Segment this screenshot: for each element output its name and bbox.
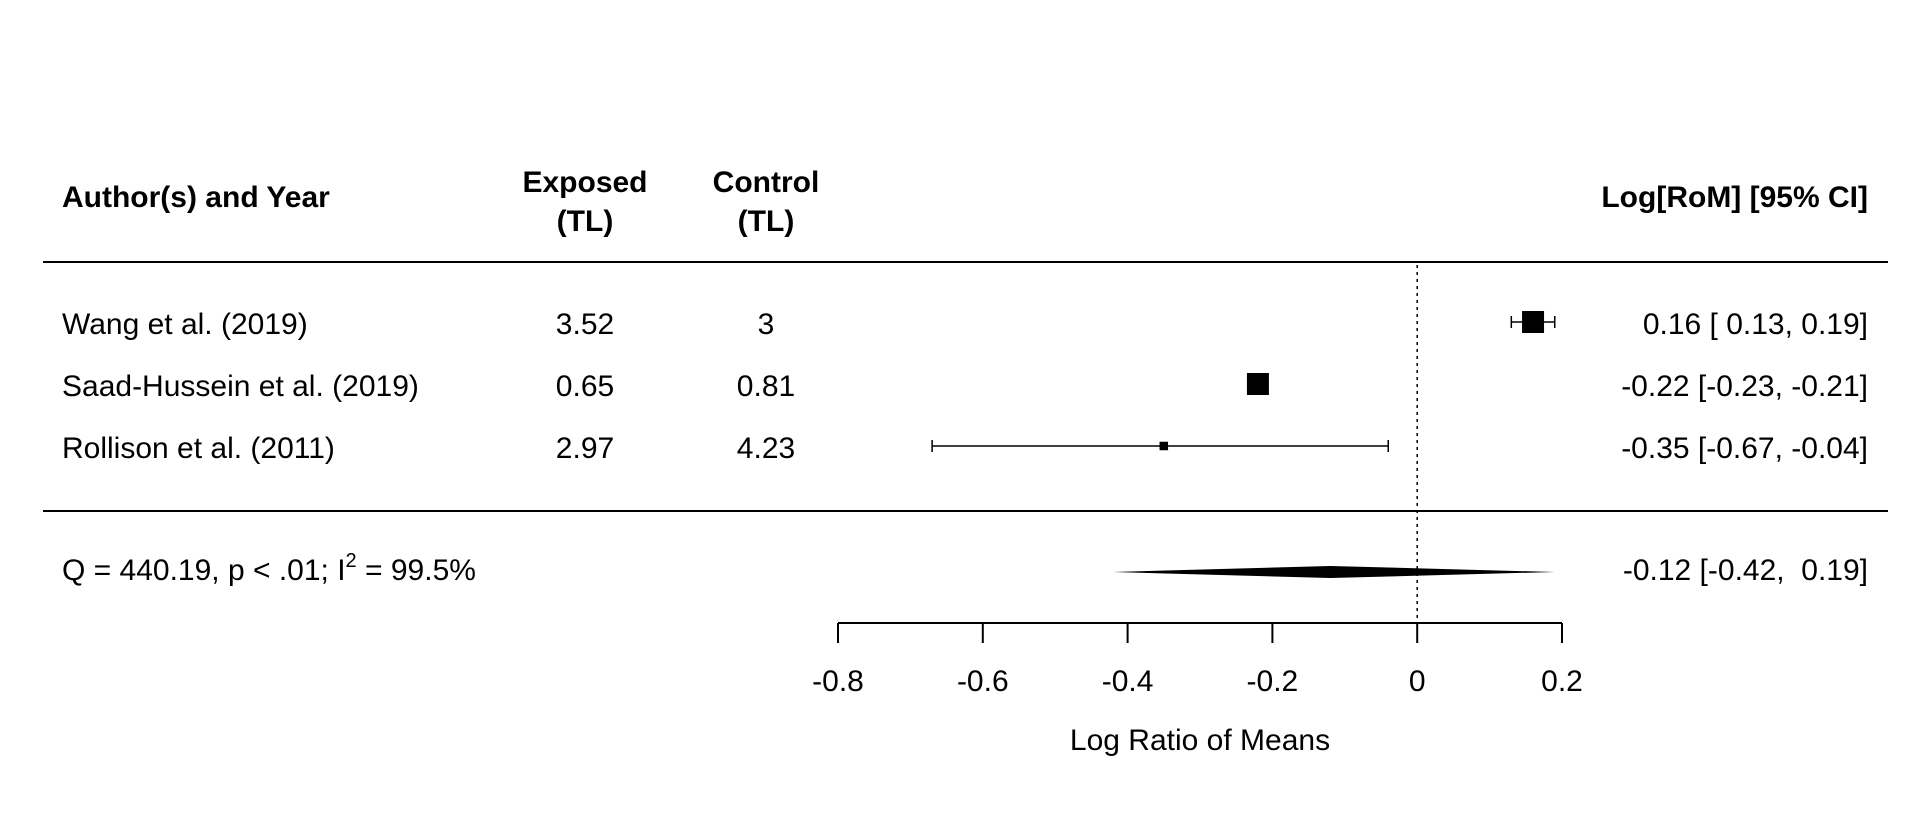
point-estimate-square — [1159, 441, 1169, 451]
header-exposed-line1: Exposed — [522, 166, 647, 199]
header-control-line2: (TL) — [738, 205, 795, 238]
header-exposed-line2: (TL) — [557, 205, 614, 238]
x-axis: -0.8 -0.6 -0.4 -0.2 0 0.2 — [812, 622, 1583, 698]
x-axis-label: Log Ratio of Means — [1070, 724, 1330, 757]
study-ci-text: -0.35 [-0.67, -0.04] — [1621, 432, 1868, 465]
study-name: Rollison et al. (2011) — [62, 432, 335, 465]
header-effect: Log[RoM] [95% CI] — [1601, 181, 1868, 214]
pooled-diamond — [1113, 566, 1555, 578]
control-value: 4.23 — [737, 432, 795, 465]
study-rows: Wang et al. (2019) 3.52 3 0.16 [ 0.13, 0.19… — [62, 308, 1868, 465]
x-tick-label: -0.8 — [812, 665, 864, 698]
control-value: 3 — [758, 308, 775, 341]
study-ci-text: 0.16 [ 0.13, 0.19] — [1643, 308, 1868, 341]
heterogeneity-stats: Q = 440.19, p < .01; I2 = 99.5% — [62, 550, 476, 587]
study-ci-text: -0.22 [-0.23, -0.21] — [1621, 370, 1868, 403]
header-control-line1: Control — [713, 166, 820, 199]
exposed-value: 0.65 — [556, 370, 614, 403]
heterogeneity-prefix: Q = 440.19, p < .01; I — [62, 554, 346, 587]
x-tick-label: -0.6 — [957, 665, 1009, 698]
x-tick-label: 0.2 — [1541, 665, 1583, 698]
x-tick-label: 0 — [1409, 665, 1426, 698]
heterogeneity-suffix: = 99.5% — [357, 554, 476, 587]
x-tick-label: -0.4 — [1102, 665, 1154, 698]
exposed-value: 2.97 — [556, 432, 614, 465]
plot-marks — [931, 265, 1556, 623]
header-study: Author(s) and Year — [62, 181, 330, 214]
pooled-ci-text: -0.12 [-0.42, 0.19] — [1623, 554, 1868, 587]
control-value: 0.81 — [737, 370, 795, 403]
study-name: Saad-Hussein et al. (2019) — [62, 370, 419, 403]
x-tick-label: -0.2 — [1247, 665, 1299, 698]
exposed-value: 3.52 — [556, 308, 614, 341]
point-estimate-square — [1522, 311, 1545, 333]
heterogeneity-superscript: 2 — [346, 550, 357, 572]
point-estimate-square — [1246, 373, 1269, 395]
study-name: Wang et al. (2019) — [62, 308, 308, 341]
